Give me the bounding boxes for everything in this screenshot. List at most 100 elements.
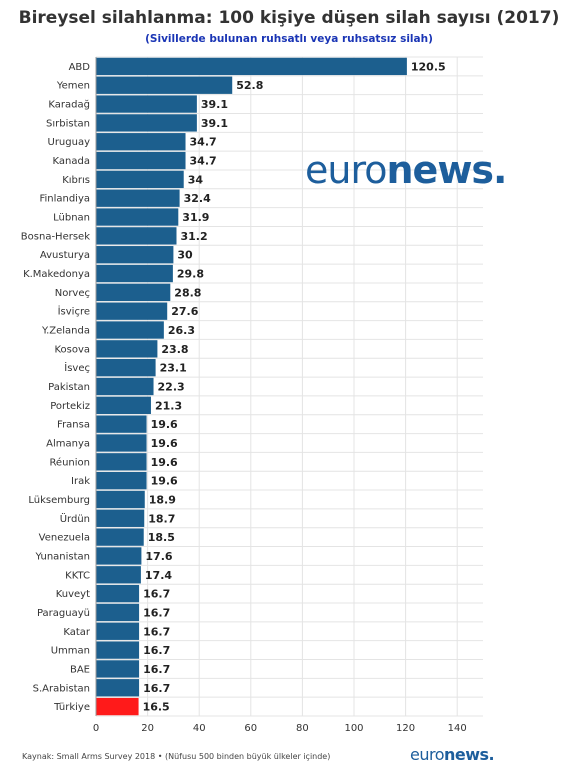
footer-logo-prefix: euro (410, 745, 445, 764)
category-label: ABD (69, 62, 91, 73)
category-label: Y.Zelanda (41, 326, 90, 337)
watermark-suffix: news. (386, 148, 508, 192)
category-label: Finlandiya (39, 194, 90, 205)
category-label: Paraguayü (37, 608, 90, 619)
bar (96, 641, 140, 659)
value-label: 39.1 (201, 117, 228, 130)
bar (96, 471, 147, 490)
x-tick-label: 60 (244, 723, 257, 734)
value-label: 16.7 (143, 625, 170, 638)
value-label: 16.7 (143, 588, 170, 601)
category-label: Umman (51, 646, 90, 657)
bar (96, 57, 407, 76)
bar (96, 679, 140, 697)
bar (96, 133, 186, 151)
bar (96, 490, 145, 509)
bar (96, 340, 158, 358)
category-label: Uruguay (48, 137, 91, 148)
category-label: Karadağ (48, 99, 90, 111)
bar (96, 396, 151, 414)
bar (96, 584, 140, 603)
bar (96, 227, 177, 245)
category-label: Avusturya (40, 250, 90, 261)
value-label: 34 (188, 173, 204, 186)
category-label: Fransa (57, 420, 90, 431)
x-tick-label: 40 (193, 723, 206, 734)
category-label: KKTC (65, 570, 90, 581)
bar (96, 415, 147, 433)
bar (96, 321, 164, 339)
value-label: 23.1 (160, 362, 187, 375)
bar (96, 302, 168, 320)
value-label: 16.7 (143, 682, 170, 695)
bar (96, 509, 145, 527)
euronews-watermark-logo: euronews. (305, 148, 508, 192)
watermark-prefix: euro (305, 148, 387, 192)
x-tick-label: 0 (93, 723, 99, 734)
bar (96, 208, 179, 226)
category-label: İsveç (64, 361, 90, 374)
bar (96, 170, 184, 189)
value-label: 29.8 (177, 268, 204, 281)
value-label: 19.6 (151, 456, 178, 469)
value-label: 52.8 (236, 79, 263, 92)
value-label: 19.6 (151, 437, 178, 450)
x-tick-label: 120 (396, 723, 415, 734)
value-label: 31.9 (182, 211, 209, 224)
category-label: K.Makedonya (23, 269, 90, 280)
source-note: Kaynak: Small Arms Survey 2018 • (Nüfusu… (22, 752, 331, 761)
x-tick-label: 20 (141, 723, 154, 734)
category-label: Kanada (53, 156, 90, 167)
chart-subtitle: (Sivillerde bulunan ruhsatlı veya ruhsat… (145, 33, 433, 45)
footer-logo-suffix: news. (444, 745, 495, 764)
category-label: İsviçre (58, 305, 90, 318)
value-label: 21.3 (155, 399, 182, 412)
value-label: 18.9 (149, 493, 176, 506)
bar (96, 603, 140, 622)
chart-title: Bireysel silahlanma: 100 kişiye düşen si… (18, 8, 560, 28)
bar (96, 151, 186, 170)
bar (96, 566, 141, 584)
value-label: 31.2 (180, 230, 207, 243)
value-label: 18.7 (148, 512, 175, 525)
value-label: 27.6 (171, 305, 198, 318)
value-label: 26.3 (168, 324, 195, 337)
category-label: Pakistan (48, 382, 90, 393)
bar (96, 76, 233, 94)
bar (96, 453, 147, 471)
bar (96, 528, 144, 546)
bar (96, 697, 139, 716)
value-label: 17.6 (145, 550, 172, 563)
x-tick-label: 100 (344, 723, 363, 734)
value-label: 19.6 (151, 418, 178, 431)
category-label: Yemen (56, 81, 90, 92)
bar (96, 547, 142, 565)
bar (96, 660, 140, 678)
bar (96, 434, 147, 452)
category-label: Kuveyt (56, 589, 90, 600)
category-label: Lüksemburg (28, 495, 90, 506)
bar (96, 246, 174, 264)
category-label: Portekiz (50, 401, 90, 412)
value-label: 39.1 (201, 98, 228, 111)
value-label: 16.7 (143, 606, 170, 619)
bar (96, 377, 154, 396)
bar (96, 114, 197, 132)
category-label: S.Arabistan (33, 683, 90, 694)
value-label: 16.7 (143, 663, 170, 676)
value-label: 22.3 (158, 381, 185, 394)
value-label: 16.7 (143, 644, 170, 657)
value-label: 18.5 (148, 531, 175, 544)
category-label: Türkiye (53, 702, 90, 713)
value-label: 32.4 (184, 192, 211, 205)
category-label: Réunion (49, 456, 90, 468)
value-label: 34.7 (190, 155, 217, 168)
category-label: Sırbistan (46, 118, 90, 129)
value-label: 34.7 (190, 136, 217, 149)
category-label: Katar (63, 627, 91, 638)
category-label: Almanya (46, 438, 90, 449)
bar (96, 264, 173, 283)
category-label: Bosna-Hersek (21, 231, 90, 242)
category-label: Irak (71, 476, 90, 487)
category-label: Kosova (54, 344, 90, 355)
